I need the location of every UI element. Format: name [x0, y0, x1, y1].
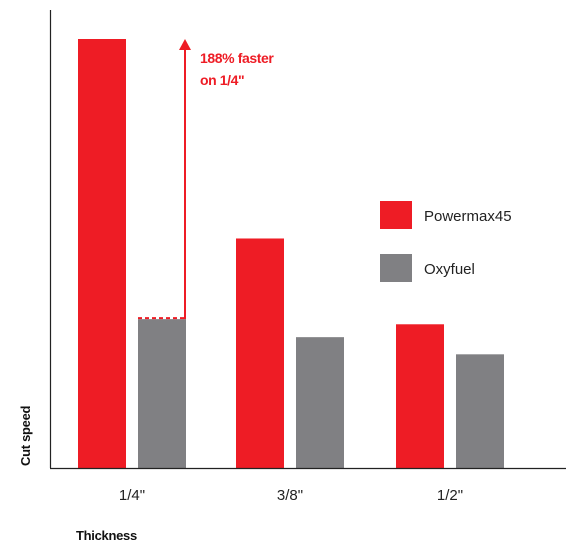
legend-label-oxyfuel: Oxyfuel	[424, 261, 475, 278]
x-tick-label-2: 3/8"	[277, 487, 303, 504]
x-tick-labels: 1/4" 3/8" 1/2"	[119, 487, 463, 504]
bar-powermax45-3	[396, 324, 444, 468]
bar-oxyfuel-1	[138, 319, 186, 468]
bar-powermax45-2	[236, 238, 284, 468]
y-axis-title: Cut speed	[18, 405, 33, 466]
x-tick-label-3: 1/2"	[437, 487, 463, 504]
annotation-arrow-head	[179, 39, 191, 50]
x-tick-label-1: 1/4"	[119, 487, 145, 504]
bar-oxyfuel-2	[296, 337, 344, 468]
legend-swatch-oxyfuel	[380, 254, 412, 282]
annotation: 188% faster on 1/4"	[138, 39, 275, 320]
legend-label-powermax45: Powermax45	[424, 208, 512, 225]
legend-swatch-powermax45	[380, 201, 412, 229]
bar-powermax45-1	[78, 39, 126, 468]
annotation-text-line-2: on 1/4"	[200, 72, 244, 88]
annotation-text-line-1: 188% faster	[200, 50, 274, 66]
bar-oxyfuel-3	[456, 354, 504, 468]
bars-group	[78, 39, 504, 468]
x-axis-title: Thickness	[76, 528, 137, 543]
legend: Powermax45 Oxyfuel	[380, 201, 512, 282]
